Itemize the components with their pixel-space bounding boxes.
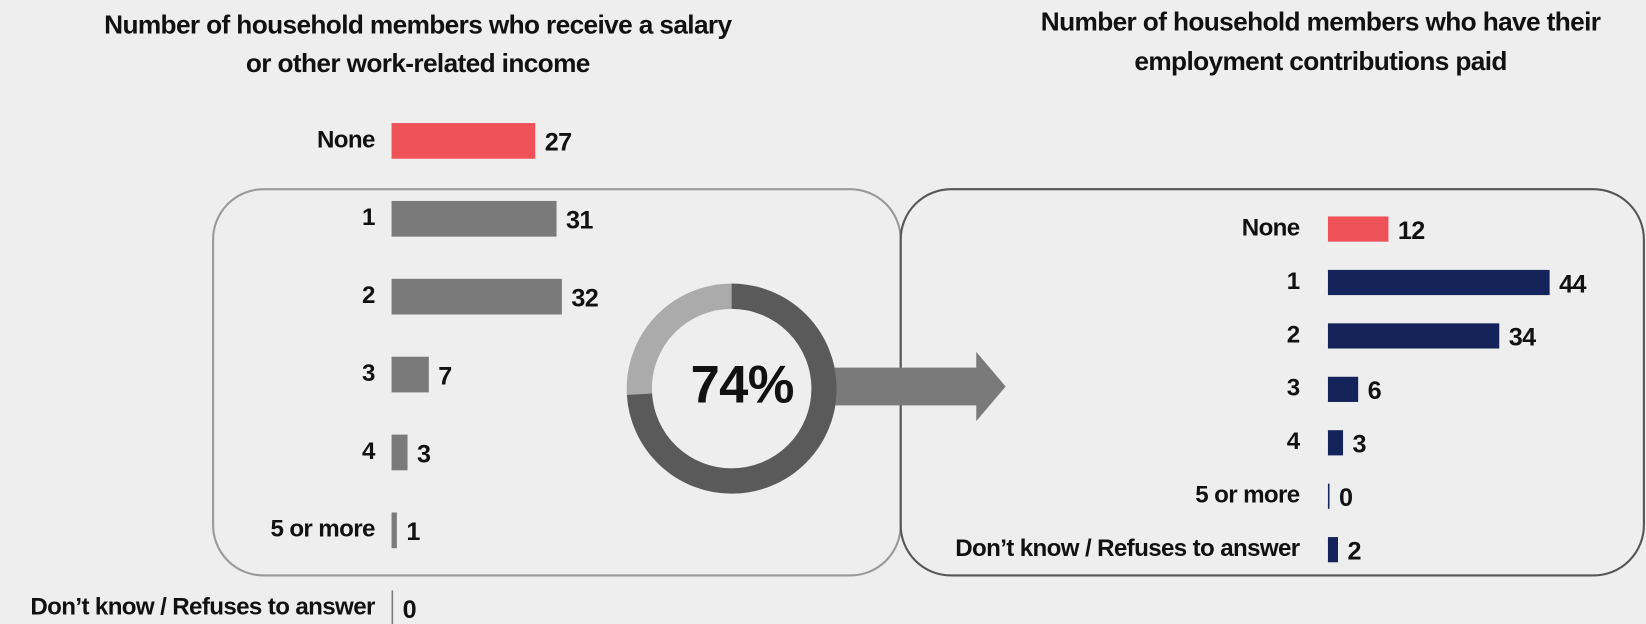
donut-segment — [626, 283, 837, 494]
bar — [1327, 323, 1500, 349]
bar — [391, 200, 557, 237]
bar — [391, 590, 394, 624]
category-label: 1 — [1287, 268, 1300, 295]
category-label: Don’t know / Refuses to answer — [30, 594, 376, 621]
value-label: 3 — [1352, 431, 1366, 459]
value-label: 7 — [438, 362, 451, 390]
value-label: 0 — [1339, 484, 1352, 512]
bar — [391, 512, 397, 549]
bar — [1327, 269, 1550, 296]
chart-title: Number of household members who have the… — [1041, 6, 1601, 36]
bar — [391, 434, 408, 471]
category-label: 4 — [1287, 428, 1301, 455]
chart-title: employment contributions paid — [1134, 46, 1506, 76]
bar — [1327, 430, 1344, 456]
category-label: 5 or more — [1195, 482, 1299, 509]
value-label: 44 — [1559, 270, 1586, 298]
bar — [1327, 216, 1389, 242]
value-label: 6 — [1368, 377, 1382, 405]
bar — [1327, 376, 1359, 402]
bar — [391, 123, 536, 159]
category-label: 3 — [362, 360, 375, 387]
category-label: 1 — [362, 204, 375, 231]
right-panel — [899, 188, 1645, 577]
bar — [391, 356, 429, 393]
category-label: Don’t know / Refuses to answer — [955, 535, 1301, 562]
chart-title: Number of household members who receive … — [104, 9, 732, 39]
category-label: None — [1242, 214, 1300, 241]
value-label: 34 — [1509, 324, 1536, 352]
value-label: 0 — [403, 596, 416, 624]
donut-label: 74% — [691, 355, 794, 414]
category-label: 2 — [1287, 321, 1300, 348]
chart-title: or other work-related income — [246, 48, 590, 78]
category-label: 4 — [362, 438, 376, 465]
bar — [391, 278, 562, 315]
value-label: 31 — [566, 207, 593, 235]
value-label: 2 — [1347, 537, 1360, 565]
bar — [1327, 483, 1330, 509]
value-label: 1 — [406, 518, 420, 546]
arrow — [834, 351, 1006, 422]
category-label: None — [317, 126, 375, 153]
category-label: 2 — [362, 282, 375, 309]
category-label: 3 — [1287, 375, 1300, 402]
bar — [1327, 537, 1339, 563]
category-label: 5 or more — [270, 516, 374, 543]
value-label: 32 — [571, 284, 598, 312]
value-label: 27 — [545, 129, 572, 157]
value-label: 3 — [417, 440, 431, 468]
value-label: 12 — [1398, 217, 1425, 245]
